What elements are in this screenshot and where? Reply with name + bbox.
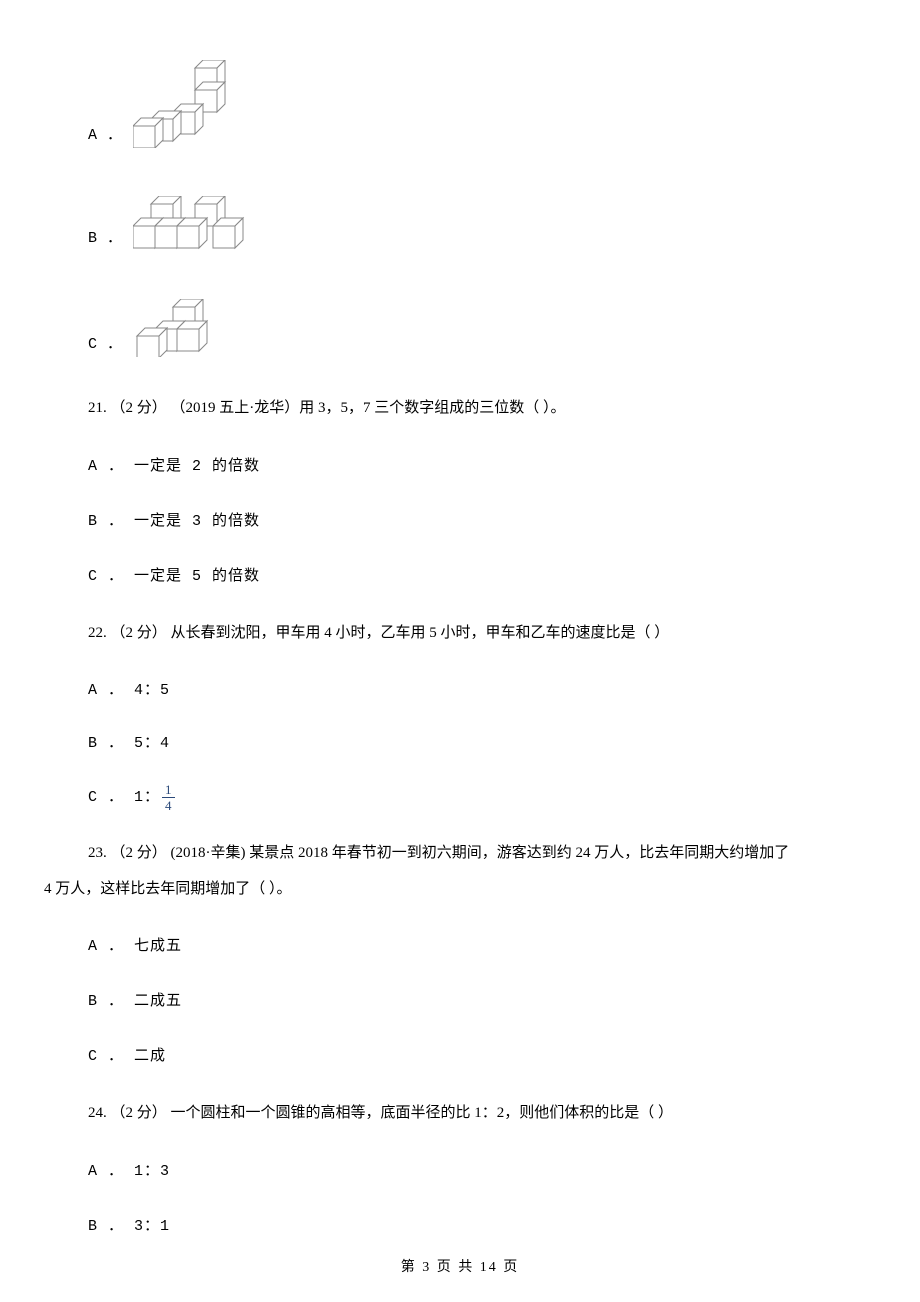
option-c-label: C ． xyxy=(88,332,123,357)
option-a-label: A ． xyxy=(88,123,123,148)
option-b-label: B ． xyxy=(88,226,123,251)
q23-option-a: A ． 七成五 xyxy=(88,933,876,960)
question-23-line1: 23. （2 分） (2018·辛集) 某景点 2018 年春节初一到初六期间，… xyxy=(88,838,876,870)
prev-option-b: B ． xyxy=(88,196,876,251)
question-22: 22. （2 分） 从长春到沈阳，甲车用 4 小时，乙车用 5 小时，甲车和乙车… xyxy=(88,618,876,650)
cubes-image-c xyxy=(133,299,213,357)
q21-option-c: C ． 一定是 5 的倍数 xyxy=(88,563,876,590)
prev-option-c: C ． xyxy=(88,299,876,357)
question-23-line2: 4 万人，这样比去年同期增加了（ ）。 xyxy=(44,874,876,906)
page-content: A ． B ． C ． 21. （2 分） （2019 五上·龙华）用 3，5，… xyxy=(44,48,876,1268)
q24-option-b: B ． 3：1 xyxy=(88,1213,876,1240)
q21-option-a: A ． 一定是 2 的倍数 xyxy=(88,453,876,480)
q23-option-b: B ． 二成五 xyxy=(88,988,876,1015)
prev-option-a: A ． xyxy=(88,60,876,148)
cubes-image-b xyxy=(133,196,247,251)
q23-option-c: C ． 二成 xyxy=(88,1043,876,1070)
q22-option-c: C ． 1：14 xyxy=(88,783,876,812)
q22-option-a: A ． 4：5 xyxy=(88,677,876,704)
page-footer: 第 3 页 共 14 页 xyxy=(0,1256,920,1276)
q24-option-a: A ． 1：3 xyxy=(88,1158,876,1185)
fraction-one-fourth: 14 xyxy=(162,783,175,812)
cubes-image-a xyxy=(133,60,233,148)
question-21: 21. （2 分） （2019 五上·龙华）用 3，5，7 三个数字组成的三位数… xyxy=(88,393,876,425)
q22-option-b: B ． 5：4 xyxy=(88,730,876,757)
question-24: 24. （2 分） 一个圆柱和一个圆锥的高相等，底面半径的比 1：2，则他们体积… xyxy=(88,1098,876,1130)
q21-option-b: B ． 一定是 3 的倍数 xyxy=(88,508,876,535)
